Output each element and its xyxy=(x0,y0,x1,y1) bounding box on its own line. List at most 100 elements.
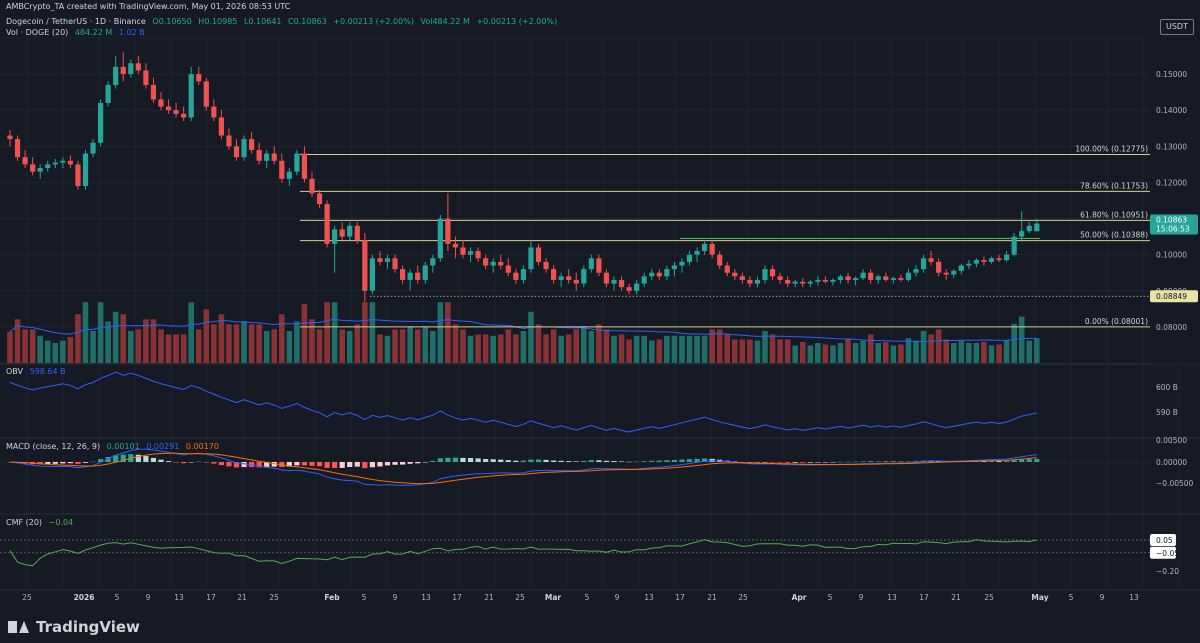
volume-bar xyxy=(112,311,119,363)
macd-histogram-bar xyxy=(165,461,172,462)
price-tick-label: 0.13000 xyxy=(1156,142,1187,151)
macd-legend[interactable]: MACD (close, 12, 26, 9) 0.00101 0.00291 … xyxy=(6,442,223,452)
volume-bar xyxy=(777,339,783,363)
tradingview-logo[interactable]: TradingView xyxy=(8,618,140,636)
macd-histogram-bar xyxy=(264,462,270,467)
candle-body xyxy=(52,162,58,165)
candle-body xyxy=(732,272,738,277)
candle-body xyxy=(437,218,443,259)
macd-histogram-bar xyxy=(173,462,179,463)
macd-histogram-bar xyxy=(543,459,549,462)
candle-body xyxy=(860,272,866,279)
candle-body xyxy=(981,260,987,262)
price-tick-label: 0.08000 xyxy=(1156,323,1187,332)
volume-bar xyxy=(75,314,81,363)
candle-body xyxy=(649,272,655,277)
macd-histogram-bar xyxy=(294,462,300,466)
macd-histogram-bar xyxy=(400,462,406,465)
macd-histogram-bar xyxy=(384,462,391,466)
price-chart[interactable]: 100.00% (0.12775) 78.60% (0.11753) 61.80% … xyxy=(0,0,1200,609)
volume-bar xyxy=(573,329,580,363)
macd-histogram-bar xyxy=(800,462,806,463)
symbol-name[interactable]: Dogecoin / TetherUS · 1D · Binance xyxy=(6,17,146,26)
obv-legend-name[interactable]: OBV xyxy=(6,367,24,376)
macd-histogram-bar xyxy=(67,462,73,464)
chart-attribution: AMBCrypto_TA created with TradingView.co… xyxy=(6,2,291,11)
volume-legend-v2: 1.02 B xyxy=(118,28,145,37)
macd-histogram-bar xyxy=(535,459,542,462)
candle-body xyxy=(188,74,194,118)
price-tick-label: 0.12000 xyxy=(1156,178,1187,187)
volume-bar xyxy=(1026,340,1033,363)
macd-histogram-bar xyxy=(150,457,157,462)
candle-body xyxy=(747,279,753,284)
candle-body xyxy=(22,157,28,165)
candle-body xyxy=(913,269,919,273)
volume-bar xyxy=(37,335,43,363)
candles xyxy=(7,52,1040,302)
volume-bar xyxy=(324,302,330,363)
obv-pane: 600 B 590 B xyxy=(9,371,1178,433)
macd-histogram-bar xyxy=(913,461,919,462)
candle-body xyxy=(347,225,353,237)
volume-bar xyxy=(596,324,602,363)
cmf-legend-value: −0.04 xyxy=(48,518,74,527)
candle-body xyxy=(430,258,436,266)
candle-body xyxy=(634,283,640,291)
macd-histogram-bar xyxy=(90,461,96,463)
macd-signal-line xyxy=(9,452,1037,485)
volume-bar xyxy=(875,343,882,363)
volume-legend-name[interactable]: Vol · DOGE (20) xyxy=(6,28,69,37)
macd-histogram-bar xyxy=(1026,459,1032,462)
volume-bar xyxy=(732,339,738,363)
volume-bar xyxy=(67,336,74,363)
volume-bar xyxy=(414,329,421,363)
candle-body xyxy=(400,269,406,280)
candle-body xyxy=(45,164,51,168)
candle-body xyxy=(490,261,496,266)
volume-bar xyxy=(301,304,308,363)
candle-body xyxy=(792,281,798,284)
candle-body xyxy=(566,276,572,280)
candle-body xyxy=(384,258,391,262)
candle-body xyxy=(769,269,776,277)
macd-legend-name[interactable]: MACD (close, 12, 26, 9) xyxy=(6,442,101,451)
volume-bar xyxy=(679,335,685,363)
candle-body xyxy=(362,240,368,291)
candle-body xyxy=(943,272,949,275)
macd-histogram-bar xyxy=(256,462,262,468)
candle-body xyxy=(30,164,36,172)
volume-bar xyxy=(505,329,512,363)
macd-histogram-bar xyxy=(837,461,844,463)
macd-histogram-bar xyxy=(37,462,43,465)
volume-bar xyxy=(701,335,708,363)
volume-bar xyxy=(981,342,987,363)
volume-bar xyxy=(792,345,798,363)
cmf-legend[interactable]: CMF (20) −0.04 xyxy=(6,518,77,528)
volume-bar xyxy=(180,334,187,363)
time-tick-label: 17 xyxy=(675,593,685,602)
candle-body xyxy=(558,276,564,280)
obv-legend[interactable]: OBV 598.64 B xyxy=(6,367,70,377)
currency-button[interactable]: USDT xyxy=(1160,19,1194,35)
marker-price-tag xyxy=(1150,290,1198,303)
macd-histogram-bar xyxy=(286,462,292,467)
volume-legend[interactable]: Vol · DOGE (20) 484.22 M 1.02 B xyxy=(6,28,149,38)
volume-bar xyxy=(226,324,232,363)
macd-histogram-bar xyxy=(747,462,753,463)
grid-lines xyxy=(0,36,1200,591)
volume-bar xyxy=(467,335,474,363)
volume-bar xyxy=(384,335,391,363)
volume-bar xyxy=(460,329,466,363)
high-value: H0.10985 xyxy=(198,17,238,26)
macd-histogram-bar xyxy=(158,459,164,462)
cmf-legend-name[interactable]: CMF (20) xyxy=(6,518,43,527)
volume-bar xyxy=(784,339,791,363)
volume-bar xyxy=(626,339,632,363)
volume-bar xyxy=(913,340,919,363)
volume-bar xyxy=(143,319,149,363)
candle-body xyxy=(883,276,889,280)
volume-bar xyxy=(339,329,345,363)
volume-change-value: +0.00213 (+2.00%) xyxy=(476,17,558,26)
symbol-legend[interactable]: Dogecoin / TetherUS · 1D · Binance O0.10… xyxy=(6,17,561,27)
